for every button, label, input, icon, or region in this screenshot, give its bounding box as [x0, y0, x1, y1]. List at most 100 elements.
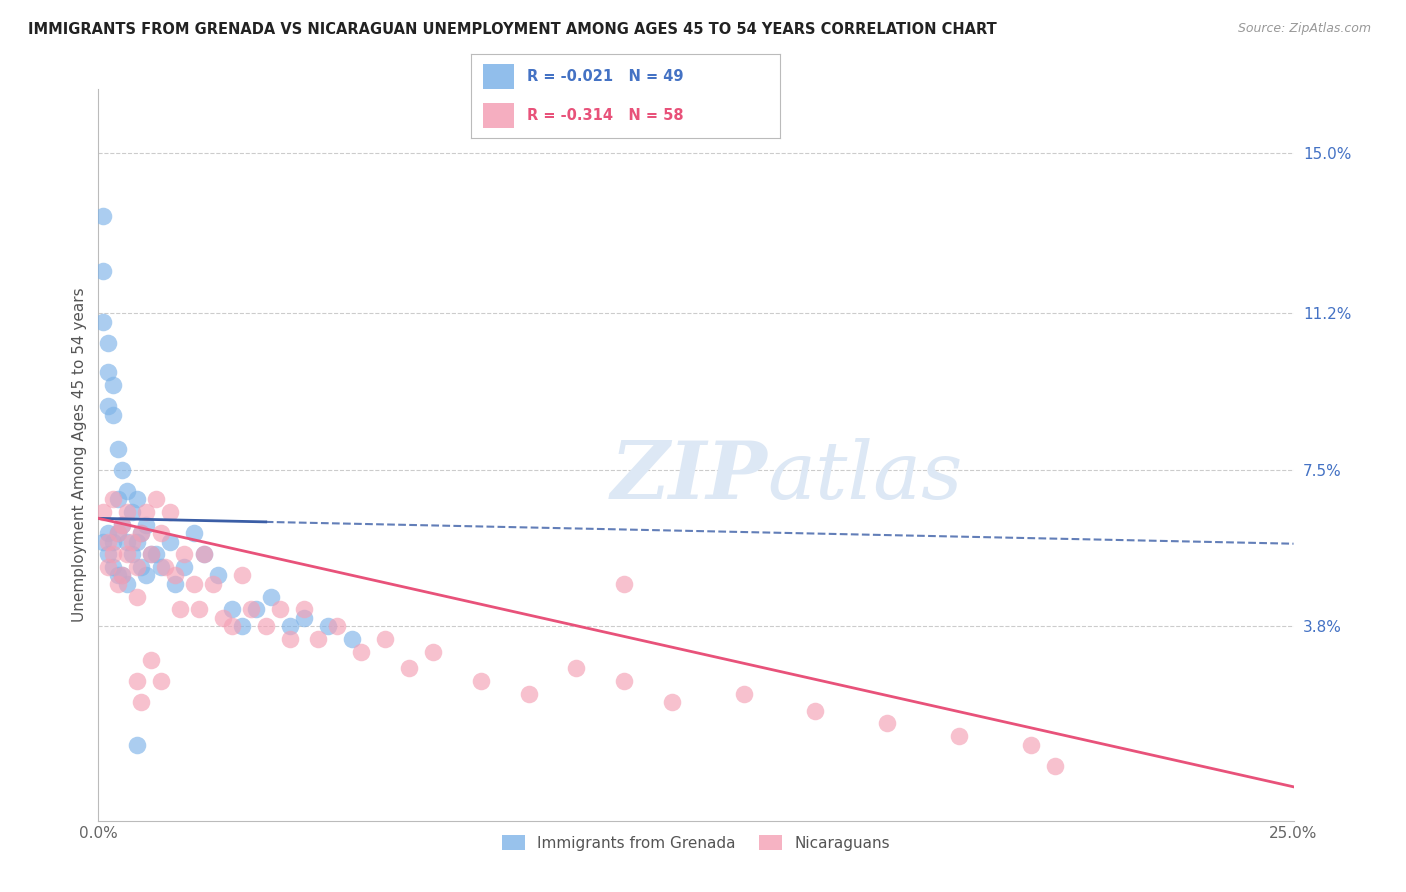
Point [125, 674, 148, 689]
Point [145, 492, 167, 507]
Point [145, 547, 167, 561]
Point [121, 534, 143, 549]
Point [231, 568, 253, 582]
Point [278, 619, 301, 633]
Point [187, 602, 209, 616]
Point [131, 526, 153, 541]
Legend: Immigrants from Grenada, Nicaraguans: Immigrants from Grenada, Nicaraguans [496, 829, 896, 857]
Point [149, 526, 172, 541]
Point [111, 568, 134, 582]
Bar [484, 103, 515, 128]
Point [101, 534, 124, 549]
Point [97, 560, 120, 574]
Point [374, 632, 396, 646]
Point [131, 526, 153, 541]
Point [131, 560, 153, 574]
Point [101, 378, 124, 392]
Point [111, 517, 134, 532]
Point [269, 602, 291, 616]
Point [115, 534, 138, 549]
Point [517, 687, 540, 701]
Point [1043, 758, 1066, 772]
Point [107, 492, 129, 507]
Point [207, 568, 229, 582]
Point [91, 505, 114, 519]
Point [240, 602, 263, 616]
Text: R = -0.314   N = 58: R = -0.314 N = 58 [527, 108, 683, 123]
Point [149, 560, 172, 574]
Point [1019, 738, 1042, 752]
Point [107, 526, 129, 541]
Point [254, 619, 277, 633]
Point [135, 517, 157, 532]
Point [183, 577, 205, 591]
Point [183, 526, 205, 541]
Point [163, 577, 186, 591]
Point [111, 568, 134, 582]
Point [245, 602, 267, 616]
Point [107, 568, 129, 582]
Point [221, 602, 243, 616]
Point [115, 483, 138, 498]
Point [278, 632, 301, 646]
Point [91, 315, 114, 329]
Point [101, 560, 124, 574]
Point [804, 704, 827, 718]
Point [111, 463, 134, 477]
Point [97, 335, 120, 350]
Point [202, 577, 225, 591]
Point [97, 366, 120, 380]
Point [115, 505, 138, 519]
Point [101, 492, 124, 507]
Point [155, 560, 177, 574]
Point [422, 644, 444, 658]
Point [211, 610, 233, 624]
Point [121, 547, 143, 561]
Point [97, 526, 120, 541]
Point [139, 547, 162, 561]
Point [292, 602, 315, 616]
Point [159, 534, 181, 549]
Point [733, 687, 755, 701]
Point [350, 644, 373, 658]
Point [139, 547, 162, 561]
Point [173, 547, 195, 561]
Point [149, 674, 172, 689]
Point [131, 695, 153, 709]
Point [115, 577, 138, 591]
Point [613, 577, 636, 591]
Point [101, 547, 124, 561]
Point [139, 653, 162, 667]
Text: R = -0.021   N = 49: R = -0.021 N = 49 [527, 69, 683, 84]
Point [125, 590, 148, 604]
Point [101, 408, 124, 422]
Point [121, 505, 143, 519]
Point [107, 526, 129, 541]
Bar [484, 63, 515, 89]
Point [398, 661, 420, 675]
Point [111, 517, 134, 532]
Point [307, 632, 329, 646]
Point [135, 568, 157, 582]
Point [221, 619, 243, 633]
Point [115, 547, 138, 561]
Point [125, 738, 148, 752]
Point [159, 505, 181, 519]
Point [163, 568, 186, 582]
Point [91, 534, 114, 549]
Point [259, 590, 281, 604]
Point [173, 560, 195, 574]
Point [316, 619, 339, 633]
Point [948, 729, 970, 743]
Point [169, 602, 191, 616]
Point [107, 442, 129, 456]
Point [91, 209, 114, 223]
Point [97, 534, 120, 549]
Point [661, 695, 683, 709]
Y-axis label: Unemployment Among Ages 45 to 54 years: Unemployment Among Ages 45 to 54 years [72, 287, 87, 623]
Point [613, 674, 636, 689]
Point [565, 661, 588, 675]
Point [135, 505, 157, 519]
Point [125, 560, 148, 574]
Point [97, 547, 120, 561]
